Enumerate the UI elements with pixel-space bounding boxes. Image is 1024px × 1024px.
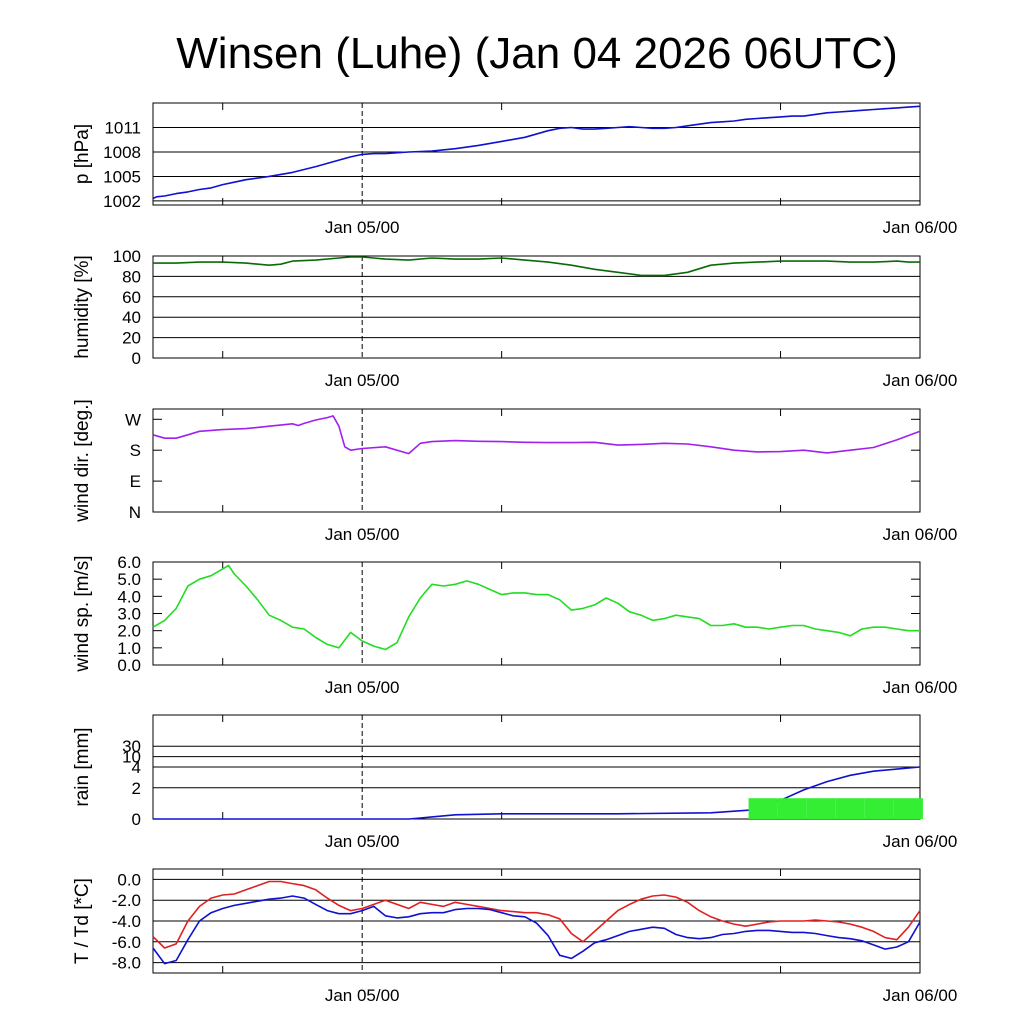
temperature-ytick-label: 0.0 (117, 870, 141, 889)
rain-ytick-label: 10 (122, 748, 141, 767)
pressure-ytick-label: 1011 (104, 118, 141, 137)
humidity-axis-label: humidity [%] (72, 255, 93, 358)
wind-speed-xtick-label: Jan 05/00 (325, 678, 400, 697)
temperature-ytick-label: -6.0 (112, 933, 141, 952)
rain-series-rain_total (153, 766, 921, 820)
wind-speed-ytick-label: 6.0 (117, 553, 141, 572)
wind-direction-ytick-label: S (130, 441, 141, 460)
rain-rain-bar (893, 798, 923, 819)
temperature-ytick-label: -8.0 (112, 954, 141, 973)
humidity-ytick-label: 60 (122, 288, 141, 307)
temperature-dewpoint-panel: -8.0 -6.0 -4.0 -2.0 0.0 Jan 05/00 Jan 06/00 T /… (72, 868, 958, 1005)
humidity-ytick-label: 100 (113, 247, 141, 266)
wind-direction-series-wind_dir (152, 415, 921, 455)
temperature-series-temperature (152, 880, 921, 949)
wind-speed-ytick-label: 5.0 (117, 570, 141, 589)
pressure-frame (152, 102, 921, 206)
rain-ytick-label: 2 (132, 779, 141, 798)
pressure-panel: 1002 1005 1008 1011 Jan 05/00 Jan 06/00 p [hPa… (72, 102, 958, 237)
chart-title: Winsen (Luhe) (Jan 04 2026 06UTC) (176, 29, 897, 78)
rain-ytick-label: 30 (122, 737, 141, 756)
pressure-ytick-label: 1005 (103, 167, 141, 186)
wind-speed-series-wind_speed (152, 564, 920, 651)
rain-xtick-label: Jan 06/00 (883, 832, 958, 851)
temperature-ytick-label: -4.0 (112, 912, 141, 931)
humidity-ytick-label: 80 (122, 267, 141, 286)
wind-direction-xtick-label: Jan 06/00 (883, 525, 958, 544)
rain-rain-bar (864, 798, 894, 819)
wind-speed-panel: 0.01.02.03.04.05.06.0 Jan 05/00 Jan 06/00 w… (72, 553, 957, 697)
rain-ytick-label: 4 (132, 758, 141, 777)
wind-direction-frame (152, 408, 921, 513)
temperature-xtick-label: Jan 05/00 (325, 986, 400, 1005)
pressure-axis-label: p [hPa] (72, 124, 93, 184)
wind-direction-xtick-label: Jan 05/00 (325, 525, 400, 544)
wind-speed-ytick-label: 4.0 (117, 587, 141, 606)
wind-speed-ytick-label: 3.0 (117, 605, 141, 624)
humidity-frame (152, 255, 921, 359)
temperature-axis-label: T / Td [*C] (72, 878, 93, 964)
wind-speed-ytick-label: 2.0 (117, 622, 141, 641)
wind-speed-xtick-label: Jan 06/00 (883, 678, 958, 697)
rain-xtick-label: Jan 05/00 (325, 832, 400, 851)
rain-rain-bar (806, 798, 836, 819)
rain-ytick-label: 0 (132, 810, 141, 829)
humidity-ytick-label: 40 (122, 308, 141, 327)
wind-direction-ytick-label: E (130, 472, 141, 491)
pressure-ytick-label: 1008 (103, 143, 141, 162)
pressure-xtick-label: Jan 05/00 (325, 218, 400, 237)
temperature-series-dewpoint (152, 895, 921, 965)
wind-speed-axis-label: wind sp. [m/s] (72, 555, 93, 672)
temperature-ytick-label: -2.0 (112, 891, 141, 910)
temperature-xtick-label: Jan 06/00 (883, 986, 958, 1005)
wind-speed-ytick-label: 1.0 (117, 639, 141, 658)
humidity-xtick-label: Jan 05/00 (325, 371, 400, 390)
humidity-ytick-label: 0 (132, 349, 141, 368)
pressure-ytick-label: 1002 (103, 192, 141, 211)
rain-axis-label: rain [mm] (72, 727, 93, 806)
wind-speed-ytick-label: 0.0 (117, 656, 141, 675)
wind-direction-ytick-label: W (125, 410, 141, 429)
rain-rain-bar (835, 798, 865, 819)
pressure-series-pressure (152, 105, 921, 200)
humidity-series-humidity (153, 256, 920, 277)
humidity-ytick-label: 20 (122, 329, 141, 348)
rain-rain-bar (748, 798, 778, 819)
rain-rain-bar (777, 798, 807, 819)
wind-direction-ytick-label: N (129, 503, 141, 522)
pressure-xtick-label: Jan 06/00 (883, 218, 958, 237)
humidity-xtick-label: Jan 06/00 (883, 371, 958, 390)
wind-direction-axis-label: wind dir. [deg.] (72, 399, 93, 523)
